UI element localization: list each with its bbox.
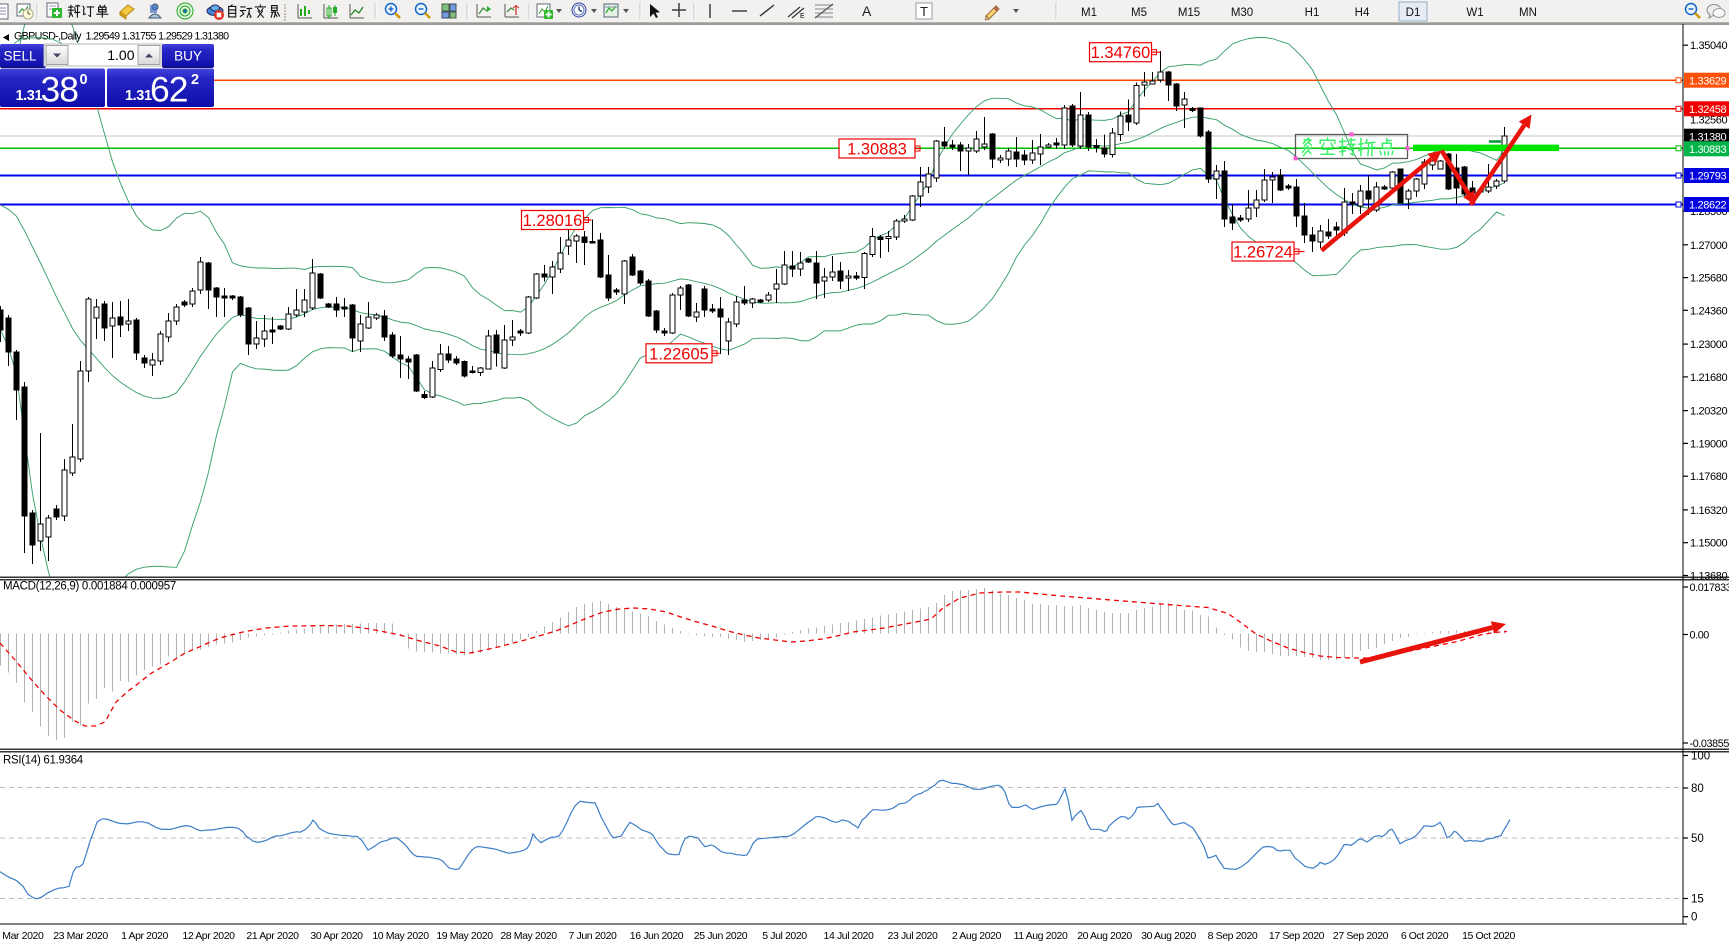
svg-text:1.19000: 1.19000: [1690, 438, 1728, 450]
svg-text:27 Sep 2020: 27 Sep 2020: [1333, 930, 1389, 941]
svg-text:28 May 2020: 28 May 2020: [500, 930, 557, 941]
svg-text:1.28016: 1.28016: [523, 212, 583, 230]
svg-text:1.22605: 1.22605: [649, 345, 709, 363]
svg-text:17 Sep 2020: 17 Sep 2020: [1269, 930, 1325, 941]
svg-text:BUY: BUY: [174, 49, 202, 64]
svg-text:W1: W1: [1466, 7, 1483, 19]
svg-text:E: E: [800, 13, 805, 20]
svg-text:5 Jul 2020: 5 Jul 2020: [762, 930, 807, 941]
svg-text:11 Aug 2020: 11 Aug 2020: [1014, 930, 1068, 941]
svg-text:21 Apr 2020: 21 Apr 2020: [246, 930, 299, 941]
svg-text:-0.038559: -0.038559: [1690, 738, 1729, 750]
svg-text:1.24360: 1.24360: [1690, 305, 1728, 317]
svg-text:1.21680: 1.21680: [1690, 372, 1728, 384]
svg-text:1.23000: 1.23000: [1690, 339, 1728, 351]
svg-text:1.20320: 1.20320: [1690, 406, 1728, 418]
svg-text:12 Apr 2020: 12 Apr 2020: [182, 930, 235, 941]
svg-text:M30: M30: [1231, 7, 1253, 19]
svg-text:2 Aug 2020: 2 Aug 2020: [952, 930, 1002, 941]
svg-text:30 Aug 2020: 30 Aug 2020: [1141, 930, 1196, 941]
svg-text:H1: H1: [1305, 7, 1320, 19]
svg-text:A: A: [862, 3, 872, 19]
svg-text:23 Mar 2020: 23 Mar 2020: [53, 930, 108, 941]
svg-text:10 May 2020: 10 May 2020: [372, 930, 429, 941]
svg-text:1.35040: 1.35040: [1690, 40, 1728, 52]
svg-text:0: 0: [80, 72, 88, 88]
svg-text:T: T: [920, 4, 928, 19]
svg-text:1.28622: 1.28622: [1689, 200, 1727, 212]
svg-text:38: 38: [41, 70, 79, 110]
svg-text:15: 15: [1691, 894, 1704, 906]
svg-text:1 Apr 2020: 1 Apr 2020: [121, 930, 168, 941]
svg-text:19 May 2020: 19 May 2020: [436, 930, 493, 941]
svg-text:D1: D1: [1406, 7, 1421, 19]
svg-text:100: 100: [1691, 751, 1710, 763]
svg-text:14 Jul 2020: 14 Jul 2020: [824, 930, 874, 941]
svg-text:23 Jul 2020: 23 Jul 2020: [888, 930, 938, 941]
svg-text:1.29793: 1.29793: [1689, 171, 1727, 183]
svg-text:H4: H4: [1355, 7, 1370, 19]
svg-text:25 Jun 2020: 25 Jun 2020: [694, 930, 748, 941]
svg-text:RSI(14) 61.9364: RSI(14) 61.9364: [3, 755, 84, 767]
svg-text:M1: M1: [1081, 7, 1097, 19]
svg-text:1.33629: 1.33629: [1689, 75, 1727, 87]
svg-text:1.15000: 1.15000: [1690, 538, 1728, 550]
svg-text:1.31: 1.31: [16, 88, 43, 104]
svg-text:1.17680: 1.17680: [1690, 471, 1728, 483]
svg-text:1.34760: 1.34760: [1091, 44, 1151, 62]
svg-text:1.32458: 1.32458: [1689, 104, 1727, 116]
svg-text:MN: MN: [1519, 7, 1537, 19]
svg-text:1.16320: 1.16320: [1690, 505, 1728, 517]
svg-text:2: 2: [191, 72, 199, 88]
svg-text:1.30883: 1.30883: [847, 141, 907, 159]
svg-text:6 Oct 2020: 6 Oct 2020: [1401, 930, 1449, 941]
svg-text:30 Apr 2020: 30 Apr 2020: [310, 930, 363, 941]
svg-text:11 Mar 2020: 11 Mar 2020: [0, 930, 44, 941]
svg-text:1.00: 1.00: [107, 47, 134, 63]
svg-text:0.017833: 0.017833: [1690, 582, 1729, 594]
svg-text:1.26724: 1.26724: [1233, 244, 1293, 262]
svg-text:50: 50: [1691, 833, 1704, 845]
svg-text:1.25680: 1.25680: [1690, 273, 1728, 285]
svg-text:M15: M15: [1178, 7, 1200, 19]
svg-text:SELL: SELL: [3, 49, 37, 64]
svg-text:1.13680: 1.13680: [1690, 571, 1728, 583]
svg-text:0: 0: [1691, 912, 1697, 924]
svg-text:7 Jun 2020: 7 Jun 2020: [569, 930, 618, 941]
svg-text:0.00: 0.00: [1690, 630, 1710, 642]
svg-text:80: 80: [1691, 783, 1704, 795]
svg-text:8 Sep 2020: 8 Sep 2020: [1208, 930, 1258, 941]
svg-text:GBPUSD-,Daily 1.29549 1.31755: GBPUSD-,Daily 1.29549 1.31755 1.29529 1.…: [14, 31, 229, 43]
svg-text:1.30883: 1.30883: [1689, 144, 1727, 156]
svg-text:MACD(12,26,9) 0.001884 0.00095: MACD(12,26,9) 0.001884 0.000957: [3, 581, 176, 593]
svg-text:20 Aug 2020: 20 Aug 2020: [1077, 930, 1132, 941]
svg-text:1.27000: 1.27000: [1690, 240, 1728, 252]
svg-text:1.31: 1.31: [125, 88, 152, 104]
svg-text:62: 62: [150, 70, 188, 110]
svg-text:16 Jun 2020: 16 Jun 2020: [630, 930, 684, 941]
svg-text:M5: M5: [1131, 7, 1147, 19]
svg-text:15 Oct 2020: 15 Oct 2020: [1462, 930, 1515, 941]
